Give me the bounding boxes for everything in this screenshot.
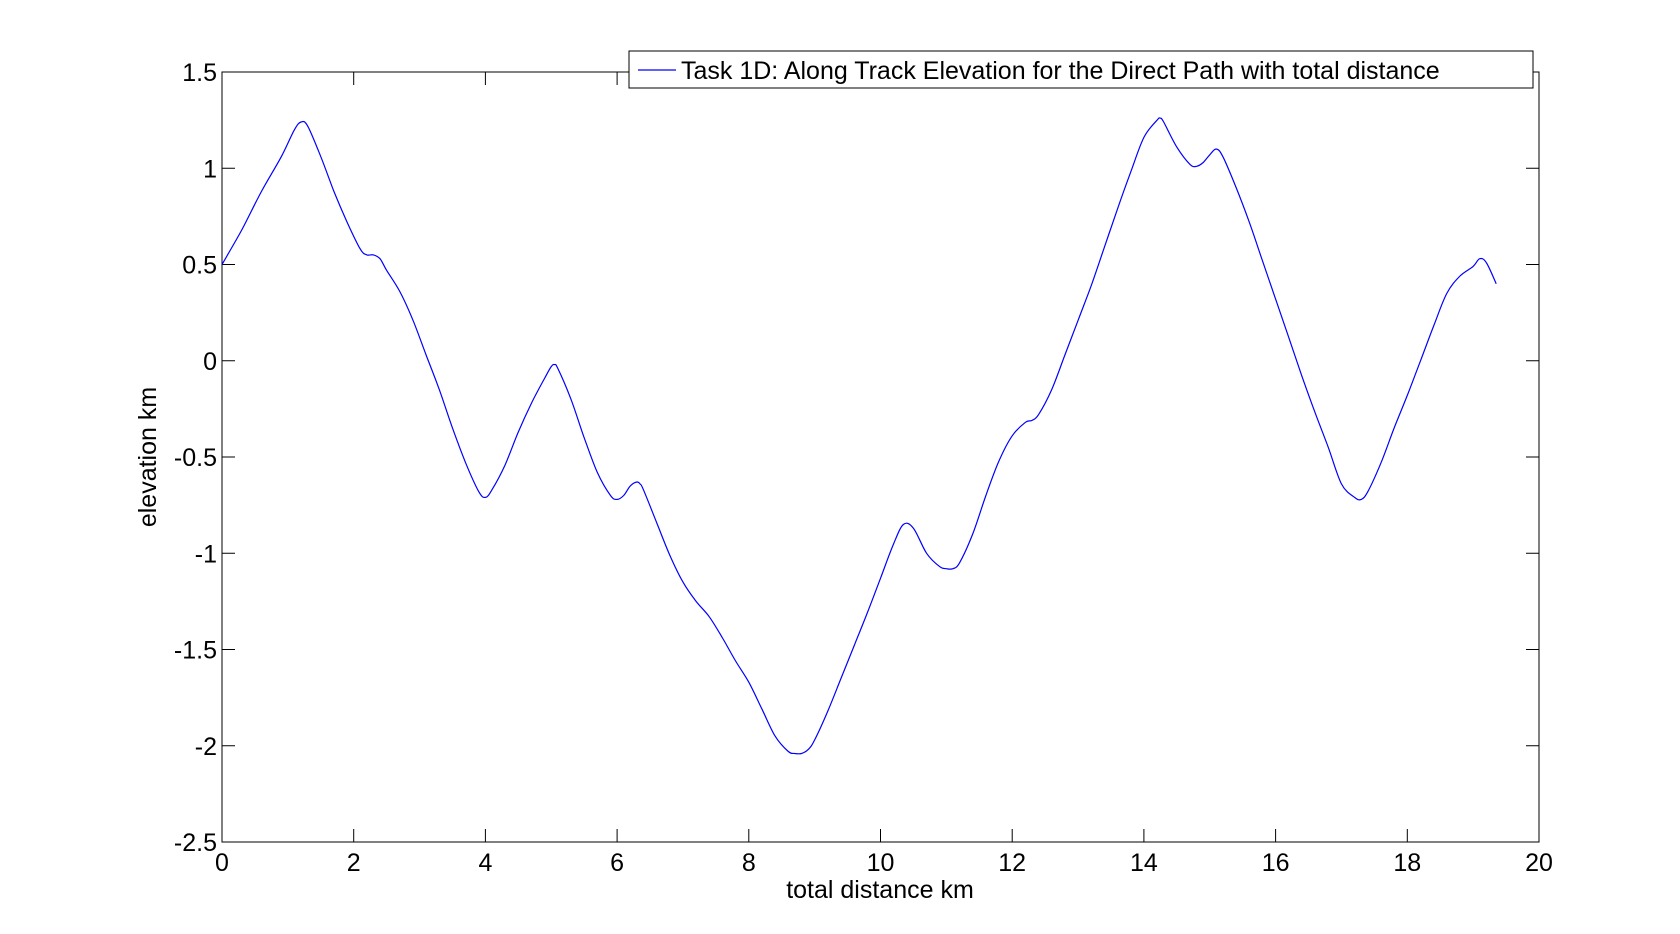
y-tick-label: 0 <box>203 348 217 376</box>
x-tick-label: 20 <box>1525 849 1553 877</box>
y-axis-label: elevation km <box>134 387 162 527</box>
legend-box <box>628 50 1534 89</box>
y-tick-label: -2 <box>195 733 217 761</box>
y-tick-label: -2.5 <box>174 829 217 857</box>
y-tick-label: 1.5 <box>182 59 217 87</box>
y-tick-label: 0.5 <box>182 252 217 280</box>
x-tick-label: 2 <box>347 849 361 877</box>
legend-label: Task 1D: Along Track Elevation for the D… <box>681 57 1440 85</box>
y-tick-label: -1.5 <box>174 637 217 665</box>
x-tick-label: 18 <box>1393 849 1421 877</box>
x-tick-label: 0 <box>215 849 229 877</box>
x-tick-label: 8 <box>742 849 756 877</box>
x-tick-label: 14 <box>1130 849 1158 877</box>
x-tick-label: 16 <box>1262 849 1290 877</box>
y-tick-label: 1 <box>203 155 217 183</box>
y-tick-label: -1 <box>195 540 217 568</box>
x-tick-label: 6 <box>610 849 624 877</box>
plot-area <box>221 71 1540 843</box>
legend: Task 1D: Along Track Elevation for the D… <box>628 50 1534 89</box>
x-tick-label: 4 <box>478 849 492 877</box>
y-tick-label: -0.5 <box>174 444 217 472</box>
series-line <box>221 117 1497 755</box>
x-axis-label: total distance km <box>786 876 974 904</box>
x-tick-label: 10 <box>867 849 895 877</box>
x-tick-label: 12 <box>998 849 1026 877</box>
tick-labels: 0 2 4 6 8 10 12 14 16 18 20 1.5 1 0.5 0 -0.5 -1 -1.5 -2 -2.… <box>174 59 1553 877</box>
